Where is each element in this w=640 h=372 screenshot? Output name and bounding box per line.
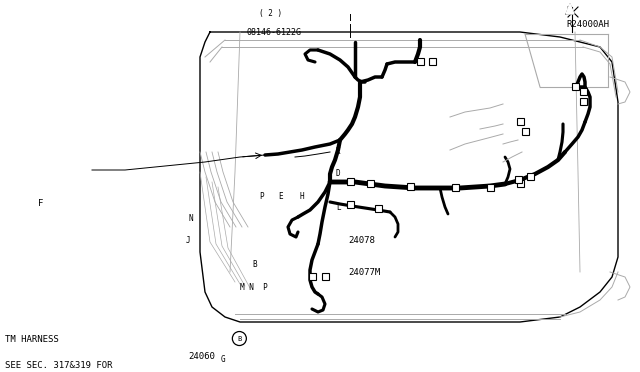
- Bar: [580, 88, 587, 95]
- Polygon shape: [566, 4, 574, 14]
- Text: D: D: [336, 169, 340, 178]
- Text: 24060: 24060: [189, 352, 216, 360]
- Text: B: B: [237, 336, 241, 341]
- Bar: [347, 201, 354, 208]
- Text: 24078: 24078: [349, 236, 376, 245]
- Text: M N  P: M N P: [240, 283, 268, 292]
- Text: H: H: [300, 192, 304, 201]
- Bar: [527, 173, 534, 180]
- Bar: [580, 98, 587, 105]
- Bar: [347, 178, 354, 185]
- Text: K: K: [336, 147, 340, 156]
- Bar: [522, 128, 529, 135]
- Bar: [452, 184, 459, 191]
- Bar: [487, 184, 494, 191]
- Text: F: F: [38, 199, 44, 208]
- Bar: [517, 118, 524, 125]
- Text: J: J: [186, 236, 190, 245]
- Text: TM HARNESS: TM HARNESS: [5, 335, 59, 344]
- Text: ( 2 ): ( 2 ): [259, 9, 282, 18]
- Text: B: B: [253, 260, 257, 269]
- Bar: [407, 183, 414, 190]
- Bar: [572, 83, 579, 90]
- Text: E: E: [278, 192, 283, 201]
- Text: SEE SEC. 317&319 FOR: SEE SEC. 317&319 FOR: [5, 361, 113, 370]
- Bar: [429, 58, 436, 65]
- Text: L: L: [336, 203, 340, 212]
- Text: P: P: [259, 192, 264, 201]
- Text: 24077M: 24077M: [349, 268, 381, 277]
- Bar: [375, 205, 382, 212]
- Bar: [417, 58, 424, 65]
- Text: 08146-6122G: 08146-6122G: [246, 28, 301, 37]
- Circle shape: [232, 331, 246, 346]
- Bar: [517, 180, 524, 187]
- Bar: [322, 273, 329, 280]
- Bar: [367, 180, 374, 187]
- Text: G: G: [221, 355, 225, 364]
- Text: R24000AH: R24000AH: [566, 20, 609, 29]
- Text: N: N: [189, 214, 193, 223]
- Bar: [515, 176, 522, 183]
- Bar: [309, 273, 316, 280]
